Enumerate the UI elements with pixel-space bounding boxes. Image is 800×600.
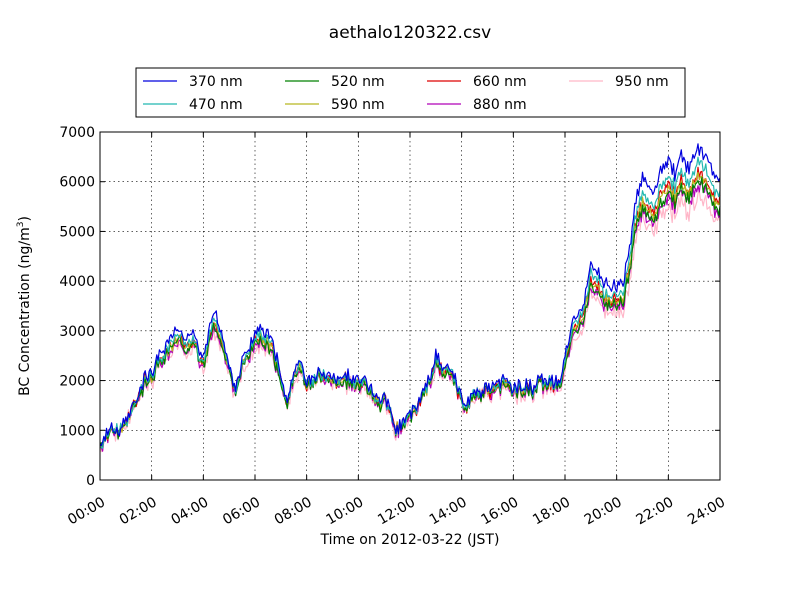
y-tick-label: 3000	[59, 324, 95, 340]
y-tick-label: 2000	[59, 374, 95, 390]
legend-label: 370 nm	[189, 74, 243, 90]
series-lines	[99, 143, 721, 453]
legend-label: 950 nm	[615, 74, 669, 90]
legend-label: 590 nm	[331, 97, 385, 113]
y-axis-label-main: BC Concentration (ng/m	[17, 227, 33, 396]
chart-title: aethalo120322.csv	[329, 23, 491, 43]
legend: 370 nm 470 nm 520 nm 590 nm 660 nm 880 nm 950 …	[135, 67, 686, 118]
y-axis-label-end: )	[17, 216, 33, 221]
legend-label: 660 nm	[473, 74, 527, 90]
series-line-370-nm	[99, 143, 721, 446]
x-axis-label: Time on 2012-03-22 (JST)	[320, 532, 500, 548]
y-tick-label: 5000	[59, 224, 95, 240]
y-tick-label: 6000	[59, 175, 95, 191]
y-tick-label: 4000	[59, 274, 95, 290]
y-axis-label: BC Concentration (ng/m3)	[16, 216, 33, 396]
legend-label: 520 nm	[331, 74, 385, 90]
legend-label: 470 nm	[189, 97, 243, 113]
y-axis-label-sup: 3	[16, 222, 26, 228]
y-tick-label: 0	[86, 473, 95, 489]
y-tick-label: 1000	[59, 423, 95, 439]
y-tick-label: 7000	[59, 125, 95, 141]
legend-label: 880 nm	[473, 97, 527, 113]
legend-box	[135, 67, 686, 118]
